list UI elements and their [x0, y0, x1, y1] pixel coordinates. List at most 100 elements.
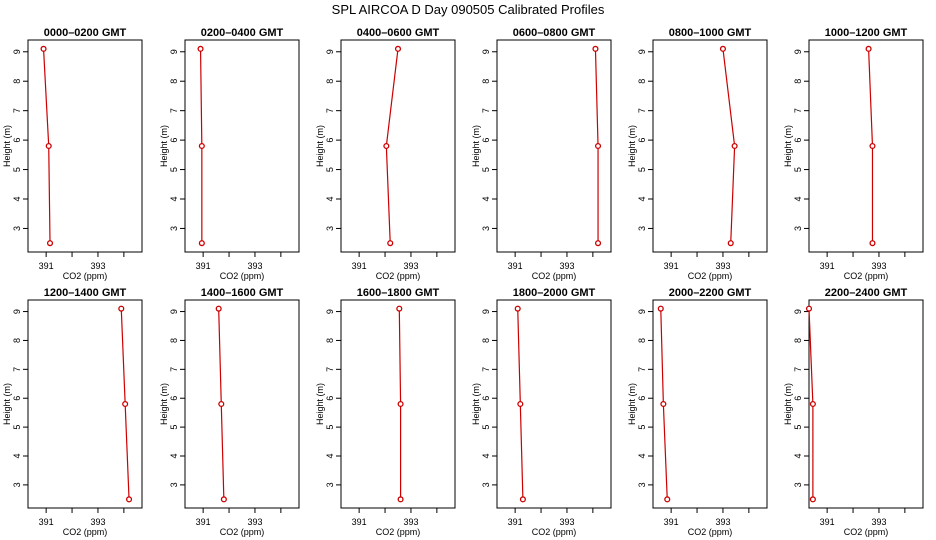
x-axis-label: CO2 (ppm) — [63, 271, 108, 281]
data-point — [198, 240, 205, 247]
plot-frame — [652, 39, 768, 253]
y-tick-label: 3 — [637, 482, 647, 487]
y-tick-label: 8 — [325, 79, 335, 84]
y-tick-label: 6 — [481, 396, 491, 401]
panel-title: 1000–1200 GMT — [825, 27, 908, 39]
y-tick-label: 4 — [637, 196, 647, 201]
panel-title: 0400–0600 GMT — [357, 27, 440, 39]
y-tick-label: 5 — [637, 167, 647, 172]
x-axis-label: CO2 (ppm) — [376, 527, 421, 537]
y-tick-label: 3 — [325, 226, 335, 231]
y-tick-label: 9 — [325, 49, 335, 54]
data-point — [122, 400, 129, 408]
y-tick-label: 4 — [169, 453, 179, 458]
y-tick-label: 7 — [12, 367, 22, 372]
y-tick-label: 4 — [793, 196, 803, 201]
y-tick-label: 3 — [169, 482, 179, 487]
x-tick-label: 393 — [871, 517, 886, 527]
y-tick-label: 9 — [793, 309, 803, 314]
y-tick-label: 9 — [637, 309, 647, 314]
y-tick-label: 7 — [637, 108, 647, 113]
y-tick-label: 9 — [637, 49, 647, 54]
data-point — [727, 240, 734, 247]
plot-frame — [184, 299, 300, 509]
y-tick-label: 5 — [637, 425, 647, 430]
data-point — [125, 496, 133, 503]
x-tick-label: 393 — [90, 517, 105, 527]
plot-frame — [27, 299, 143, 509]
y-tick-label: 7 — [793, 108, 803, 113]
y-tick-label: 8 — [793, 338, 803, 343]
y-tick-label: 6 — [637, 396, 647, 401]
y-tick-label: 5 — [12, 425, 22, 430]
y-tick-label: 4 — [637, 453, 647, 458]
x-tick-label: 391 — [820, 261, 835, 271]
x-tick-label: 391 — [39, 261, 54, 271]
data-point — [514, 305, 521, 312]
x-tick-label: 391 — [352, 517, 367, 527]
data-point — [197, 45, 204, 52]
y-tick-label: 9 — [481, 49, 491, 54]
y-tick-label: 8 — [481, 79, 491, 84]
y-tick-label: 9 — [325, 309, 335, 314]
data-point — [865, 45, 872, 52]
panel-title: 2200–2400 GMT — [825, 287, 908, 299]
y-tick-label: 9 — [169, 309, 179, 314]
panel-title: 0200–0400 GMT — [201, 27, 284, 39]
y-tick-label: 8 — [169, 79, 179, 84]
plot-frame — [496, 299, 612, 509]
y-tick-label: 7 — [793, 367, 803, 372]
data-point — [40, 45, 47, 52]
y-axis-label: Height (m) — [159, 125, 169, 167]
y-tick-label: 3 — [793, 482, 803, 487]
x-tick-label: 391 — [39, 517, 54, 527]
data-point — [719, 45, 727, 52]
y-tick-label: 5 — [169, 425, 179, 430]
data-point — [805, 305, 813, 312]
y-tick-label: 6 — [793, 138, 803, 143]
y-tick-label: 9 — [481, 309, 491, 314]
data-point — [664, 496, 671, 503]
data-point — [869, 240, 876, 247]
y-tick-label: 4 — [12, 453, 22, 458]
y-tick-label: 4 — [169, 196, 179, 201]
plot-frame — [340, 299, 456, 509]
data-point — [118, 305, 125, 312]
y-tick-label: 3 — [793, 226, 803, 231]
x-axis-label: CO2 (ppm) — [688, 527, 733, 537]
y-tick-label: 6 — [325, 396, 335, 401]
y-tick-label: 8 — [12, 79, 22, 84]
x-tick-label: 391 — [664, 261, 679, 271]
y-tick-label: 6 — [325, 138, 335, 143]
x-tick-label: 391 — [820, 517, 835, 527]
x-tick-label: 391 — [508, 517, 523, 527]
data-point — [397, 496, 404, 503]
plot-frame — [808, 299, 924, 509]
y-axis-label: Height (m) — [2, 383, 12, 425]
data-point — [517, 400, 524, 408]
y-tick-label: 3 — [169, 226, 179, 231]
y-tick-label: 4 — [12, 196, 22, 201]
data-point — [592, 45, 599, 52]
data-point — [731, 142, 738, 150]
plot-frame — [184, 39, 300, 253]
y-tick-label: 4 — [793, 453, 803, 458]
y-axis-label: Height (m) — [2, 125, 12, 167]
plot-frame — [340, 39, 456, 253]
y-tick-label: 6 — [481, 138, 491, 143]
y-tick-label: 3 — [12, 482, 22, 487]
panel-title: 0800–1000 GMT — [669, 27, 752, 39]
y-tick-label: 3 — [12, 226, 22, 231]
y-tick-label: 5 — [325, 425, 335, 430]
panel-title: 1600–1800 GMT — [357, 287, 440, 299]
x-tick-label: 393 — [559, 517, 574, 527]
data-point — [383, 142, 390, 150]
